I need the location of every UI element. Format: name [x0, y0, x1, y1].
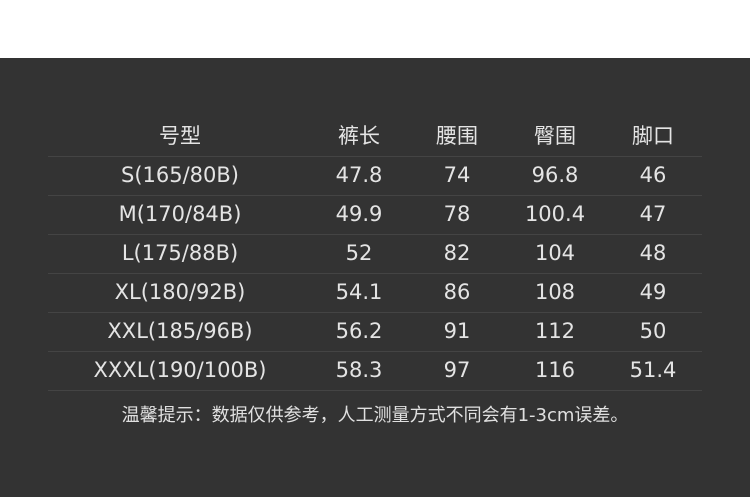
- cell-waist: 78: [443, 202, 471, 226]
- header-length: 裤长: [338, 124, 380, 148]
- cell-size: XXXL(190/100B): [93, 358, 267, 382]
- cell-hip: 116: [534, 358, 576, 382]
- cell-length: 52: [345, 241, 373, 265]
- table-row: M(170/84B) 49.9 78 100.4 47: [48, 195, 702, 235]
- cell-hem: 51.4: [629, 358, 677, 382]
- size-chart-panel: 号型 裤长 腰围 臀围 脚口 S(165/80B) 47.8 74 96.8 46 M(1…: [0, 58, 750, 497]
- table-row: XL(180/92B) 54.1 86 108 49: [48, 273, 702, 313]
- cell-waist: 74: [443, 163, 471, 187]
- header-size: 号型: [159, 124, 201, 148]
- header-waist: 腰围: [436, 124, 478, 148]
- cell-hem: 47: [639, 202, 667, 226]
- cell-hip: 100.4: [524, 202, 586, 226]
- table-row: XXXL(190/100B) 58.3 97 116 51.4: [48, 351, 702, 391]
- table-row: S(165/80B) 47.8 74 96.8 46: [48, 156, 702, 196]
- cell-hip: 104: [534, 241, 576, 265]
- cell-hem: 50: [639, 319, 667, 343]
- cell-hip: 112: [534, 319, 576, 343]
- cell-hem: 48: [639, 241, 667, 265]
- header-hip: 臀围: [534, 124, 576, 148]
- header-hem: 脚口: [632, 124, 674, 148]
- cell-size: L(175/88B): [121, 241, 239, 265]
- cell-length: 56.2: [335, 319, 383, 343]
- cell-hip: 96.8: [531, 163, 579, 187]
- cell-size: M(170/84B): [118, 202, 242, 226]
- cell-length: 49.9: [335, 202, 383, 226]
- table-row: L(175/88B) 52 82 104 48: [48, 234, 702, 274]
- cell-waist: 82: [443, 241, 471, 265]
- table-row: XXL(185/96B) 56.2 91 112 50: [48, 312, 702, 352]
- cell-size: S(165/80B): [120, 163, 240, 187]
- cell-hip: 108: [534, 280, 576, 304]
- cell-hem: 49: [639, 280, 667, 304]
- cell-length: 47.8: [335, 163, 383, 187]
- cell-hem: 46: [639, 163, 667, 187]
- measurement-note: 温馨提示：数据仅供参考，人工测量方式不同会有1-3cm误差。: [121, 405, 629, 426]
- cell-size: XL(180/92B): [114, 280, 246, 304]
- cell-length: 58.3: [335, 358, 383, 382]
- cell-size: XXL(185/96B): [107, 319, 253, 343]
- cell-length: 54.1: [335, 280, 383, 304]
- table-header: 号型 裤长 腰围 臀围 脚口: [48, 117, 702, 157]
- cell-waist: 97: [443, 358, 471, 382]
- cell-waist: 91: [443, 319, 471, 343]
- cell-waist: 86: [443, 280, 471, 304]
